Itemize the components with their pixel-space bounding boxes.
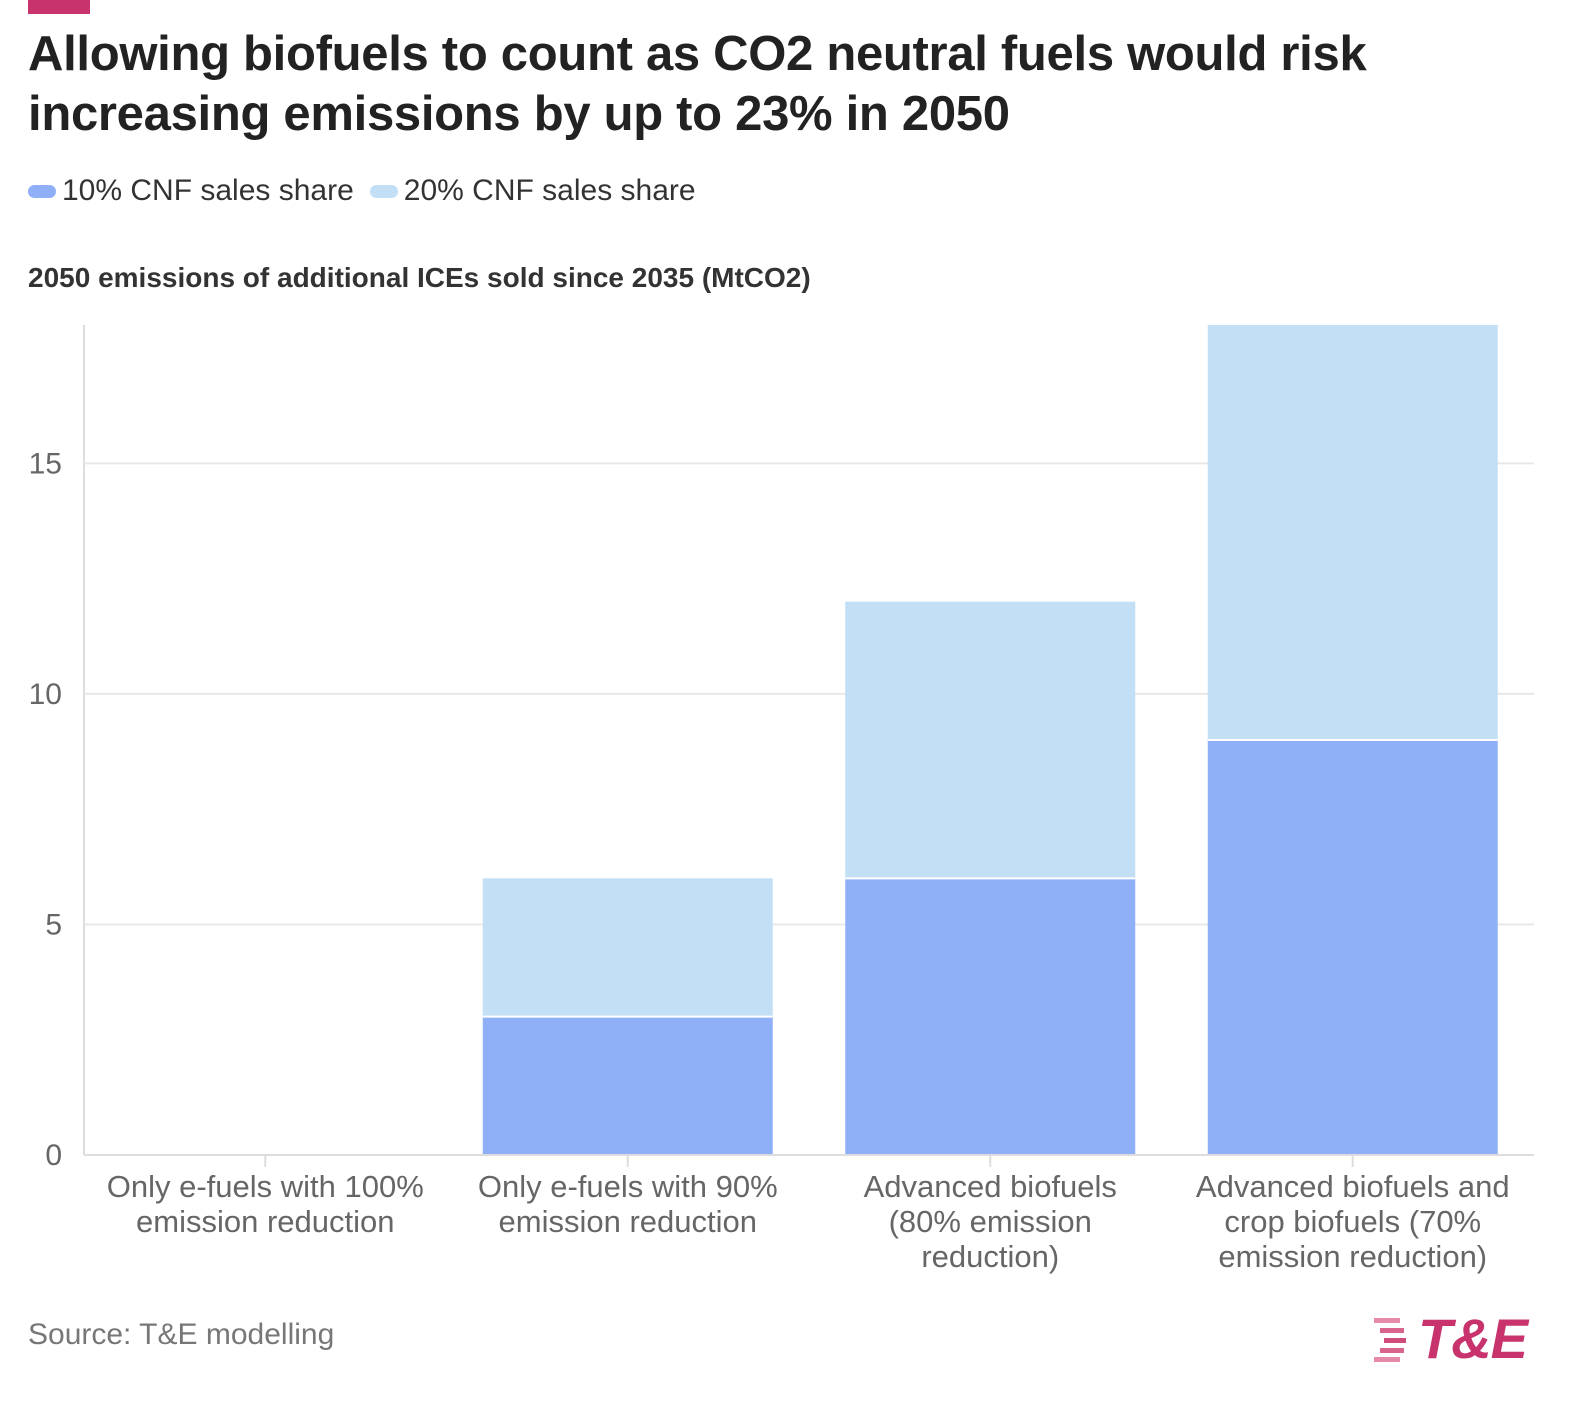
- x-category-label-3: Advanced biofuels and crop biofuels (70% e…: [1196, 1169, 1510, 1274]
- legend-item-20pct: 20% CNF sales share: [369, 174, 696, 208]
- y-tick-label-10: 10: [29, 678, 62, 711]
- bar-10pct-cat-2: [845, 878, 1136, 1155]
- x-category-label-line: (80% emission: [889, 1204, 1092, 1239]
- bar-20pct-cat-3: [1207, 325, 1498, 740]
- legend-label-20pct: 20% CNF sales share: [403, 174, 696, 207]
- te-logo: T&E: [1370, 1306, 1528, 1371]
- bar-10pct-cat-1: [482, 1016, 773, 1155]
- y-tick-label-5: 5: [45, 908, 62, 941]
- logo-stripes-icon: [1374, 1317, 1406, 1362]
- chart-subtitle: 2050 emissions of additional ICEs sold s…: [28, 262, 811, 293]
- x-category-label-0: Only e-fuels with 100% emission reduction: [107, 1169, 424, 1239]
- legend-swatch-20pct: [369, 184, 398, 198]
- y-tick-label-15: 15: [29, 447, 62, 480]
- x-category-label-line: emission reduction: [499, 1204, 757, 1239]
- bar-20pct-cat-2: [845, 601, 1136, 879]
- bar-10pct-cat-3: [1207, 740, 1498, 1155]
- source-note: Source: T&E modelling: [28, 1318, 335, 1351]
- x-category-label-line: crop biofuels (70%: [1224, 1204, 1481, 1239]
- legend-item-10pct: 10% CNF sales share: [28, 174, 354, 208]
- x-category-label-line: Advanced biofuels and: [1196, 1169, 1510, 1204]
- x-category-label-line: emission reduction: [136, 1204, 394, 1239]
- legend-swatch-10pct: [28, 184, 56, 198]
- x-category-label-line: reduction): [921, 1239, 1059, 1274]
- bar-20pct-cat-1: [482, 878, 773, 1017]
- x-category-label-2: Advanced biofuels (80% emission reduction): [864, 1169, 1117, 1274]
- top-accent-bar: [28, 0, 90, 14]
- x-category-label-1: Only e-fuels with 90% emission reduction: [478, 1169, 778, 1239]
- legend: 10% CNF sales share 20% CNF sales share: [28, 174, 712, 208]
- x-category-label-line: Only e-fuels with 100%: [107, 1169, 424, 1204]
- y-tick-label-0: 0: [45, 1139, 62, 1172]
- legend-label-10pct: 10% CNF sales share: [62, 174, 354, 207]
- x-category-label-line: Only e-fuels with 90%: [478, 1169, 778, 1204]
- x-category-label-line: Advanced biofuels: [864, 1169, 1117, 1204]
- logo-text: T&E: [1418, 1307, 1528, 1370]
- x-category-label-line: emission reduction): [1218, 1239, 1487, 1274]
- chart-title: Allowing biofuels to count as CO2 neutra…: [28, 27, 1367, 141]
